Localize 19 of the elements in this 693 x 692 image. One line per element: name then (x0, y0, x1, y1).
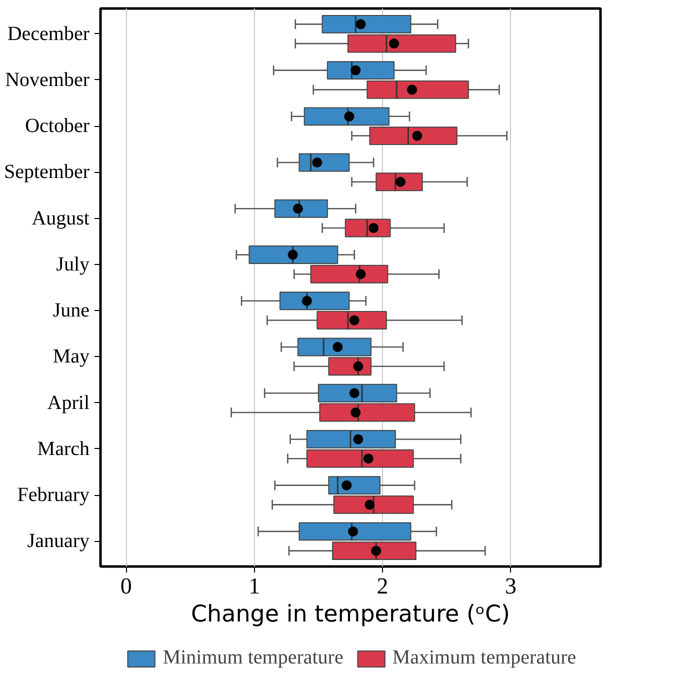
y-tick-label: October (25, 115, 90, 138)
x-tick-label: 2 (376, 574, 388, 598)
y-tick-label: April (47, 392, 90, 414)
y-tick-label: March (37, 438, 90, 460)
y-tick-label: June (52, 300, 90, 322)
x-tick-label: 0 (120, 574, 132, 598)
y-tick-label: May (52, 346, 90, 368)
legend-label: Maximum temperature (392, 646, 576, 670)
x-tick-label: 1 (248, 574, 260, 598)
x-axis-title: Change in temperature (ᵒC) (190, 602, 510, 628)
y-tick-label: December (7, 22, 90, 45)
y-tick-label: July (56, 253, 90, 276)
y-tick-label: February (17, 484, 90, 506)
legend-label: Minimum temperature (162, 646, 344, 670)
y-tick-label: September (4, 161, 90, 184)
y-tick-label: August (32, 207, 90, 230)
y-tick-label: January (27, 530, 90, 552)
y-tick-label: November (5, 68, 90, 91)
x-tick-label: 3 (505, 574, 517, 598)
